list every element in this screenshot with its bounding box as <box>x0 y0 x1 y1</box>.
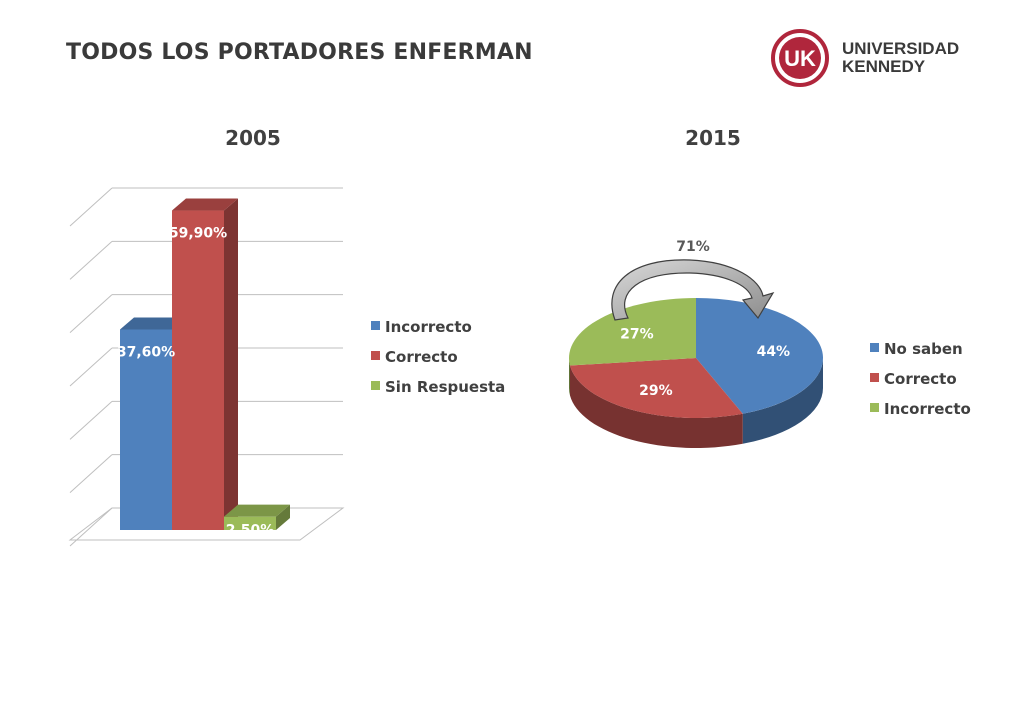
bar-top <box>120 317 186 330</box>
legend-entry: Sin Respuesta <box>385 378 505 396</box>
pie-data-label: 29% <box>639 383 673 399</box>
pie-slice-correcto <box>570 358 743 419</box>
pie-chart-slices <box>569 298 824 449</box>
logo-line1: UNIVERSIDAD <box>842 39 959 58</box>
university-logo: UK UNIVERSIDAD KENNEDY <box>771 29 959 87</box>
pie-slice-side <box>742 358 823 444</box>
bar-correcto <box>172 210 224 531</box>
bar-gridline-side <box>69 240 113 280</box>
legend-entry: Correcto <box>884 370 957 388</box>
bar-gridline-side <box>69 400 113 440</box>
pie-chart-data-labels: 44% 29% 27% <box>620 326 790 399</box>
pie-chart-title: 2015 <box>685 126 741 150</box>
pie-slice-no-saben <box>696 298 824 414</box>
pie-chart-legend: No saben Correcto Incorrecto <box>870 340 971 418</box>
bar-chart-2005: 2005 37,60% 59,90% 2,50% Incorrecto Correct… <box>68 126 505 547</box>
pie-slice-incorrecto <box>569 298 696 366</box>
legend-entry: Correcto <box>385 348 458 366</box>
logo-disc <box>779 37 821 79</box>
legend-swatch <box>870 403 879 412</box>
bar-side <box>276 504 290 530</box>
bar-gridline-side <box>69 347 113 387</box>
curved-arrow-icon <box>611 259 775 321</box>
legend-swatch <box>870 343 879 352</box>
legend-entry: Incorrecto <box>385 318 472 336</box>
legend-swatch <box>371 351 380 360</box>
legend-swatch <box>870 373 879 382</box>
logo-ring <box>771 29 829 87</box>
legend-entry: Incorrecto <box>884 400 971 418</box>
bar-gridline-side <box>69 454 113 494</box>
pie-slice-side <box>569 358 571 396</box>
bar-chart-data-labels: 37,60% 59,90% 2,50% <box>117 226 274 539</box>
bar-data-label: 59,90% <box>169 226 227 242</box>
bar-top <box>224 504 290 517</box>
pie-data-label: 44% <box>757 344 791 360</box>
legend-swatch <box>371 381 380 390</box>
bar-sin-respuesta <box>224 516 276 530</box>
pie-annotation: 71% <box>676 239 710 255</box>
bar-incorrecto <box>120 329 172 530</box>
bar-data-label: 2,50% <box>226 523 275 539</box>
bar-chart-legend: Incorrecto Correcto Sin Respuesta <box>371 318 505 396</box>
bar-data-label: 37,60% <box>117 344 175 360</box>
pie-slice-side <box>570 365 743 449</box>
logo-mark: UK <box>784 46 816 71</box>
logo-line2: KENNEDY <box>842 57 926 76</box>
bar-gridline-side <box>69 187 113 227</box>
bar-side <box>224 198 238 531</box>
pie-chart-2015: 2015 71% 44% 29% 27% No saben Correcto Incor… <box>569 126 971 449</box>
page-title: TODOS LOS PORTADORES ENFERMAN <box>66 40 533 65</box>
pie-data-label: 27% <box>620 326 654 342</box>
legend-swatch <box>371 321 380 330</box>
bar-chart-title: 2005 <box>225 126 281 150</box>
bar-chart-bars <box>120 198 290 531</box>
bar-gridline-side <box>69 294 113 334</box>
legend-entry: No saben <box>884 340 963 358</box>
bar-top <box>172 198 238 211</box>
